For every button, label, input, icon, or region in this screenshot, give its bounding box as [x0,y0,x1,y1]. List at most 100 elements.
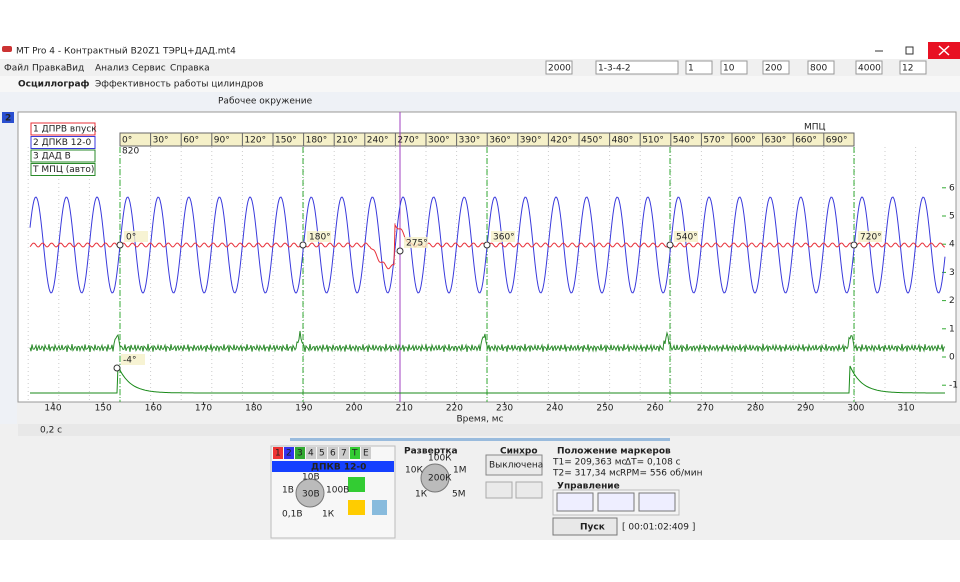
tab[interactable]: Осциллограф [18,80,90,90]
channel-button[interactable] [350,447,360,459]
window-controls[interactable] [875,46,914,55]
marker-label-bg [124,231,148,242]
marker-t2: T2= 317,34 мс [552,469,621,479]
channel-button[interactable] [328,447,338,459]
env-select[interactable]: Рабочее окружение [218,97,313,107]
x-tick-label: 170 [195,404,212,414]
mode-3[interactable] [638,492,676,512]
channel-button[interactable] [317,447,327,459]
angle-label: 450° [581,136,603,146]
marker-dt: ΔT= 0,108 с [625,458,681,468]
legend-box [30,149,96,163]
channel-button[interactable] [361,447,371,459]
sweep-title: Развертка [404,447,458,457]
app-icon [2,46,12,52]
tab[interactable]: Эффективность работы цилиндров [95,80,264,90]
channel-button-label: 3 [297,449,303,459]
marker-label-bg [307,231,331,242]
menu-item[interactable]: Сервис [132,64,166,74]
toolbar-field-value[interactable]: 200 [765,64,782,74]
angle-label: 420° [550,136,572,146]
marker-label-bg [121,354,145,365]
toolbar-field [685,60,713,75]
toolbar-field-value[interactable]: 10 [723,64,735,74]
menu-item[interactable]: Анализ [95,64,129,74]
play-button[interactable] [348,500,365,515]
zoom-value[interactable]: 0,2 с [40,426,62,436]
mode-2[interactable] [597,492,635,512]
volt-knob[interactable] [295,478,325,508]
marker-point [299,241,307,249]
control-title: Управление [557,482,620,492]
sync-state[interactable]: Выключена [489,461,543,471]
start-label[interactable]: Пуск [580,523,605,533]
channel-button-label: 4 [308,449,314,459]
x-tick-label: 260 [647,404,664,414]
toolbar-field-value[interactable]: 1 [688,64,694,74]
toolbar-field-value[interactable]: 12 [902,64,913,74]
menu-item[interactable]: Правка [32,64,66,74]
toolbar-field [855,60,883,75]
channel-button[interactable] [339,447,349,459]
marker-label: 360° [493,233,515,243]
channel-button-label: 6 [330,449,336,459]
toolbar-field [720,60,748,75]
sync-fall[interactable] [515,481,543,499]
toolbar-field-value[interactable]: 800 [810,64,827,74]
sync-box[interactable] [485,454,543,476]
x-tick-label: 240 [546,404,563,414]
start-button[interactable] [552,517,618,536]
mode-1[interactable] [556,492,594,512]
sync-rise[interactable] [485,481,513,499]
channel-button-label: 2 [286,449,292,459]
y-tick-label: 3 [949,268,955,278]
marker-point [850,241,858,249]
legend-entry: 3 ДАД В [33,152,71,162]
angle-label: 390° [520,136,542,146]
menu-item[interactable]: Файл [4,64,29,74]
marker-rpm: RPM= 556 об/мин [620,469,703,479]
plot [27,112,946,405]
calc-button[interactable] [372,500,387,515]
channel-button-label: 1 [275,449,281,459]
channel-button[interactable] [295,447,305,459]
side-channel-box[interactable] [2,112,14,123]
sweep-knob[interactable] [420,463,450,493]
marker-point [113,364,121,372]
toolbar-field-value[interactable]: 2000 [548,64,571,74]
x-tick-label: 210 [396,404,413,414]
knob-label: 1М [453,466,467,476]
channel-button-label: 5 [319,449,325,459]
marker-t1: T1= 209,363 мс [552,458,626,468]
angle-label: 690° [826,136,848,146]
channel-button-label: Е [363,449,369,459]
x-tick-label: 300 [847,404,864,414]
markers-title: Положение маркеров [557,447,671,457]
power-button[interactable] [348,477,365,492]
channel-button[interactable] [306,447,316,459]
legend-entry: 1 ДПРВ впуск [33,125,97,135]
channel-button-label: 7 [341,449,347,459]
marker-label-bg [858,231,882,242]
angle-label: 570° [703,136,725,146]
menu-item[interactable]: Справка [170,64,210,74]
toolbar-field-value[interactable]: 1-3-4-2 [598,64,631,74]
x-tick-label: 290 [797,404,814,414]
angle-label: 30° [153,136,169,146]
x-tick-label: 250 [596,404,613,414]
y-tick-label: 4 [949,240,955,250]
knob-label: 0,1В [282,510,303,520]
toolbar-field [899,60,927,75]
channel-button[interactable] [273,447,283,459]
knob-label: 100К [428,454,452,464]
angle-label: 150° [275,136,297,146]
title-bar [0,42,960,59]
sync-title: Синхро [500,447,538,457]
toolbar-field-value[interactable]: 4000 [858,64,881,74]
angle-label: 300° [428,136,450,146]
y-tick-label: 6 [949,183,955,193]
menu-item[interactable]: Вид [66,64,84,74]
channel-button[interactable] [284,447,294,459]
marker-label: -4° [123,356,136,366]
